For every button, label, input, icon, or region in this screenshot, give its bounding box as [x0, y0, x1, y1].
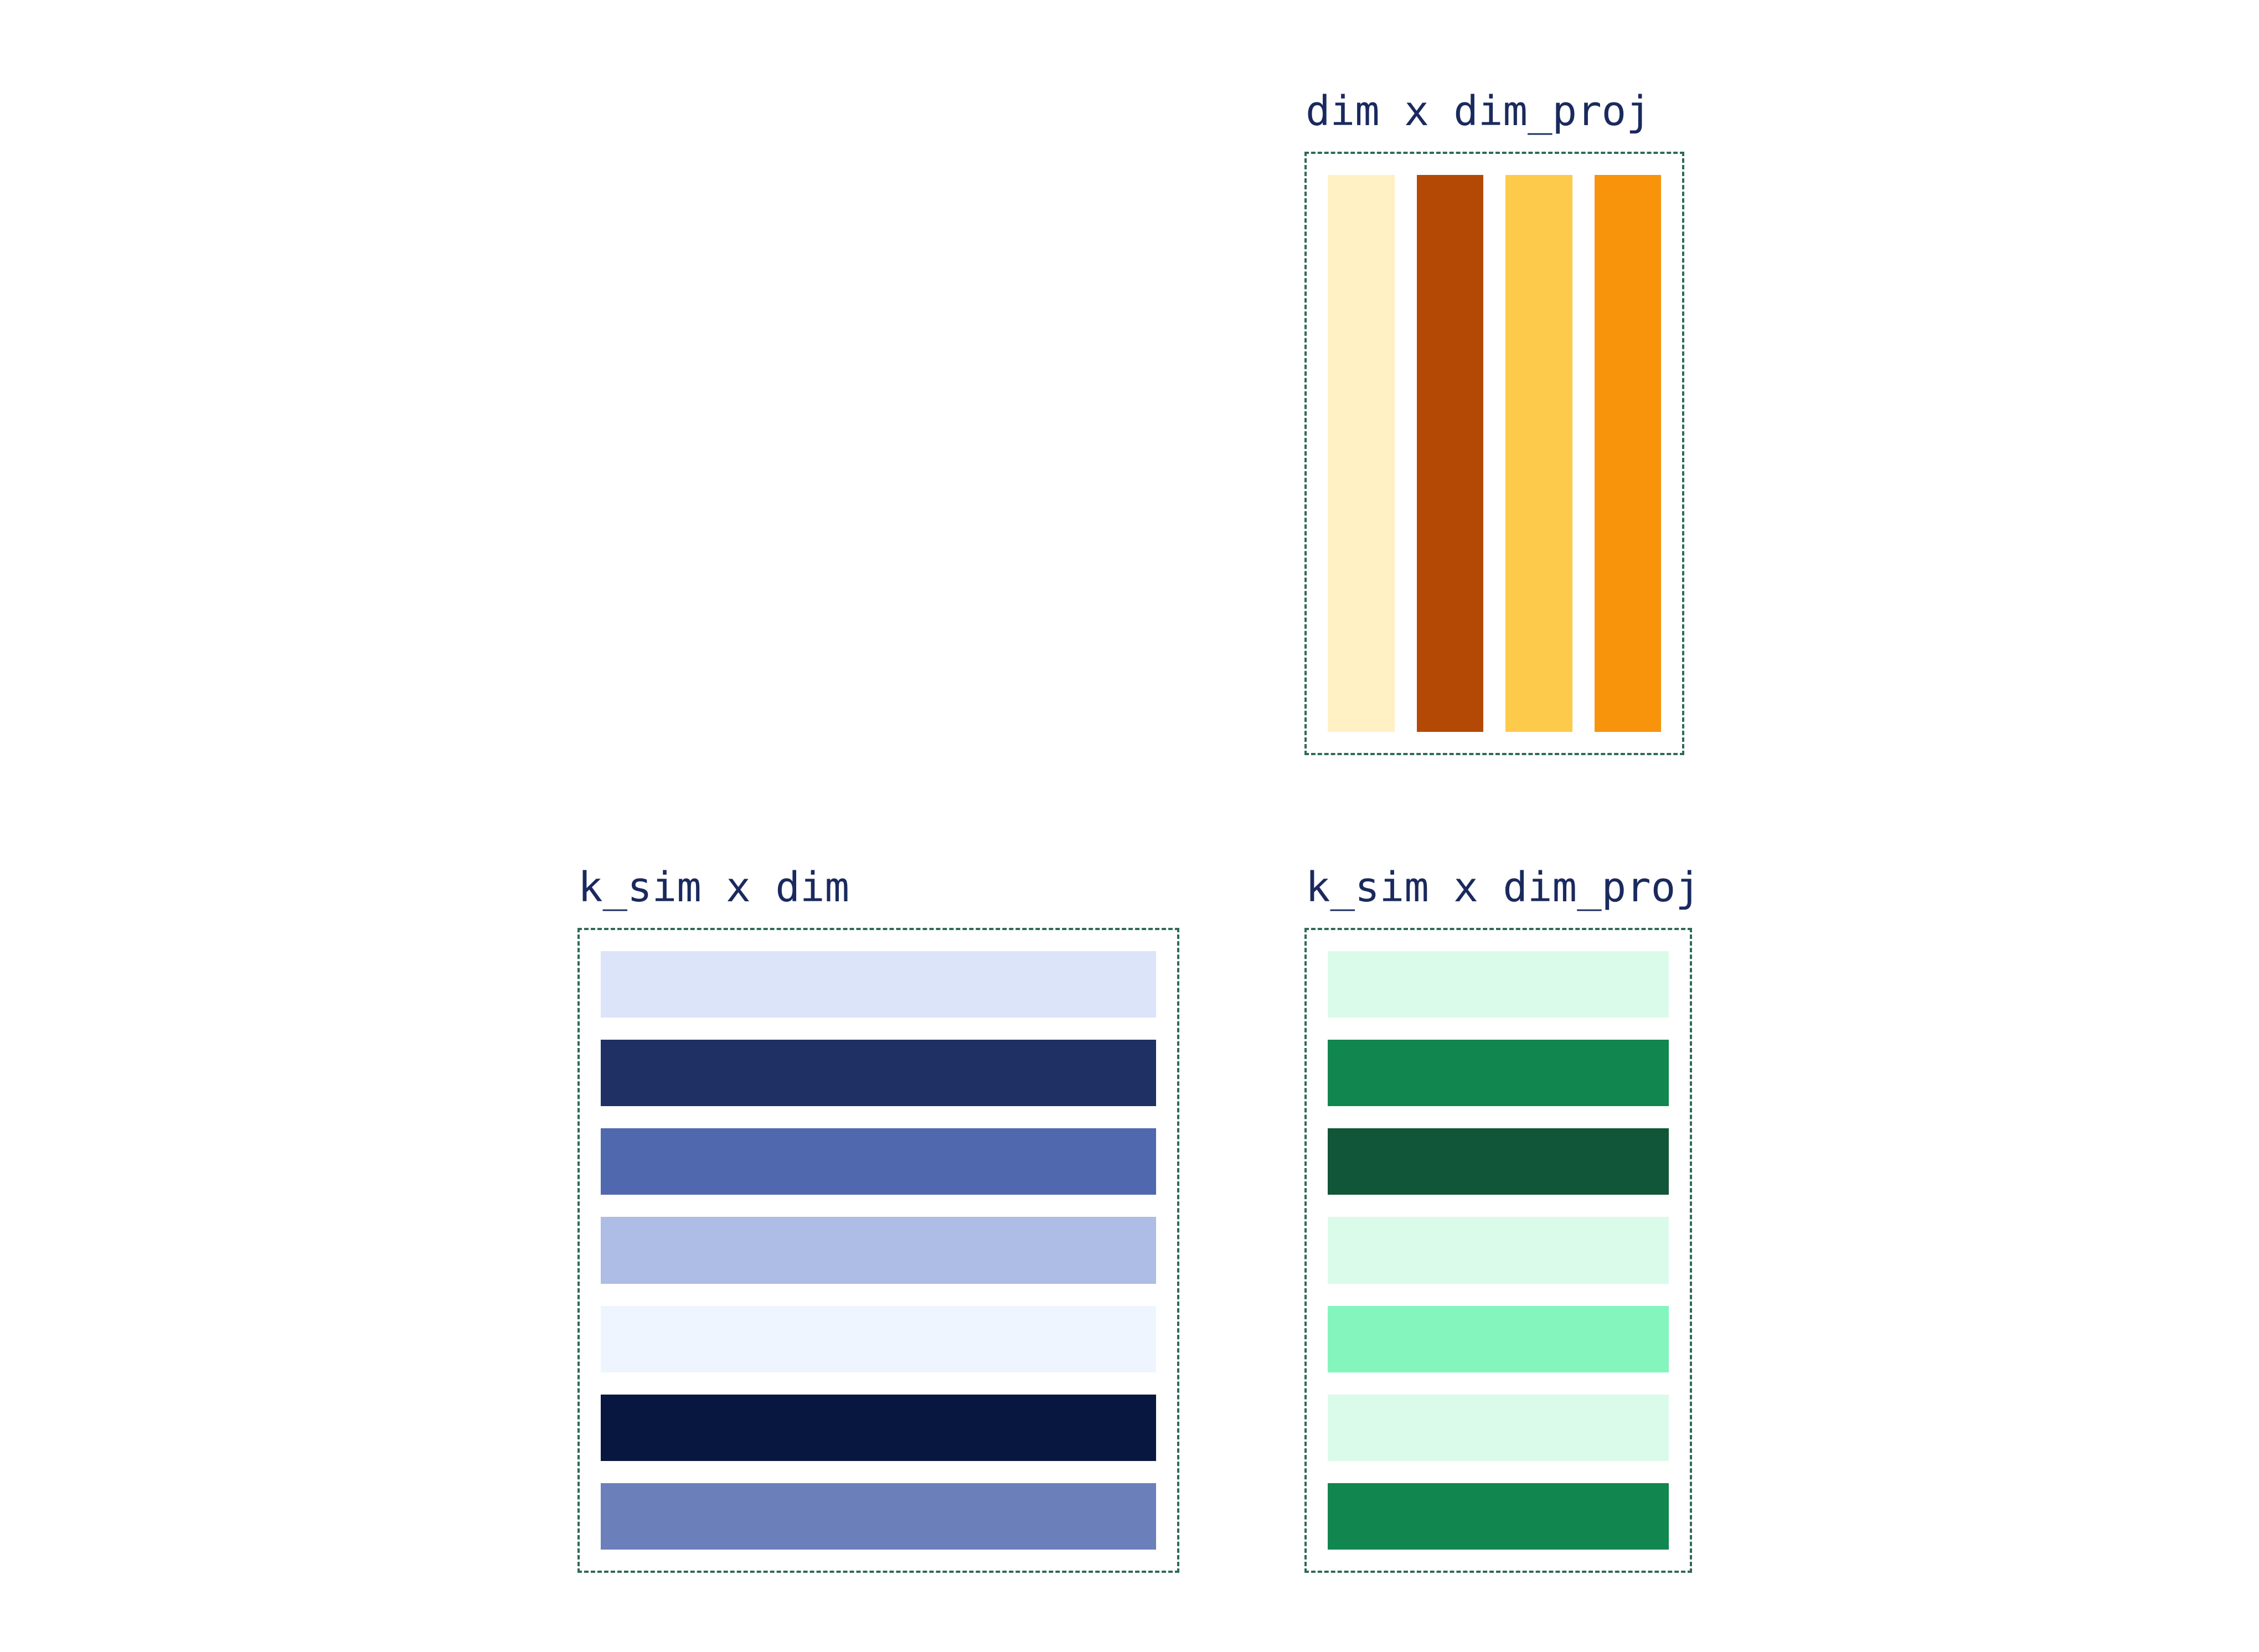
- matrix-row: [601, 1483, 1156, 1550]
- matrix-row: [601, 1305, 1156, 1372]
- matrix-row: [601, 1394, 1156, 1461]
- input-matrix-label: k_sim x dim: [578, 864, 850, 911]
- matrix-row: [1328, 1305, 1669, 1372]
- matrix-row: [1328, 1217, 1669, 1284]
- matrix-row: [601, 1128, 1156, 1195]
- matrix-column: [1416, 175, 1483, 732]
- matrix-row: [601, 1040, 1156, 1107]
- proj-matrix-label: dim x dim_proj: [1306, 87, 1651, 135]
- output-matrix-label: k_sim x dim_proj: [1306, 864, 1700, 911]
- proj-matrix: [1304, 152, 1684, 755]
- matrix-column: [1328, 175, 1395, 732]
- output-matrix: [1304, 928, 1692, 1573]
- matrix-row: [1328, 1128, 1669, 1195]
- matrix-row: [601, 951, 1156, 1018]
- matrix-row: [601, 1217, 1156, 1284]
- matrix-column: [1505, 175, 1572, 732]
- matrix-row: [1328, 1483, 1669, 1550]
- matrix-column: [1594, 175, 1661, 732]
- matrix-row: [1328, 1040, 1669, 1107]
- matrix-row: [1328, 1394, 1669, 1461]
- matrix-row: [1328, 951, 1669, 1018]
- input-matrix: [577, 928, 1179, 1573]
